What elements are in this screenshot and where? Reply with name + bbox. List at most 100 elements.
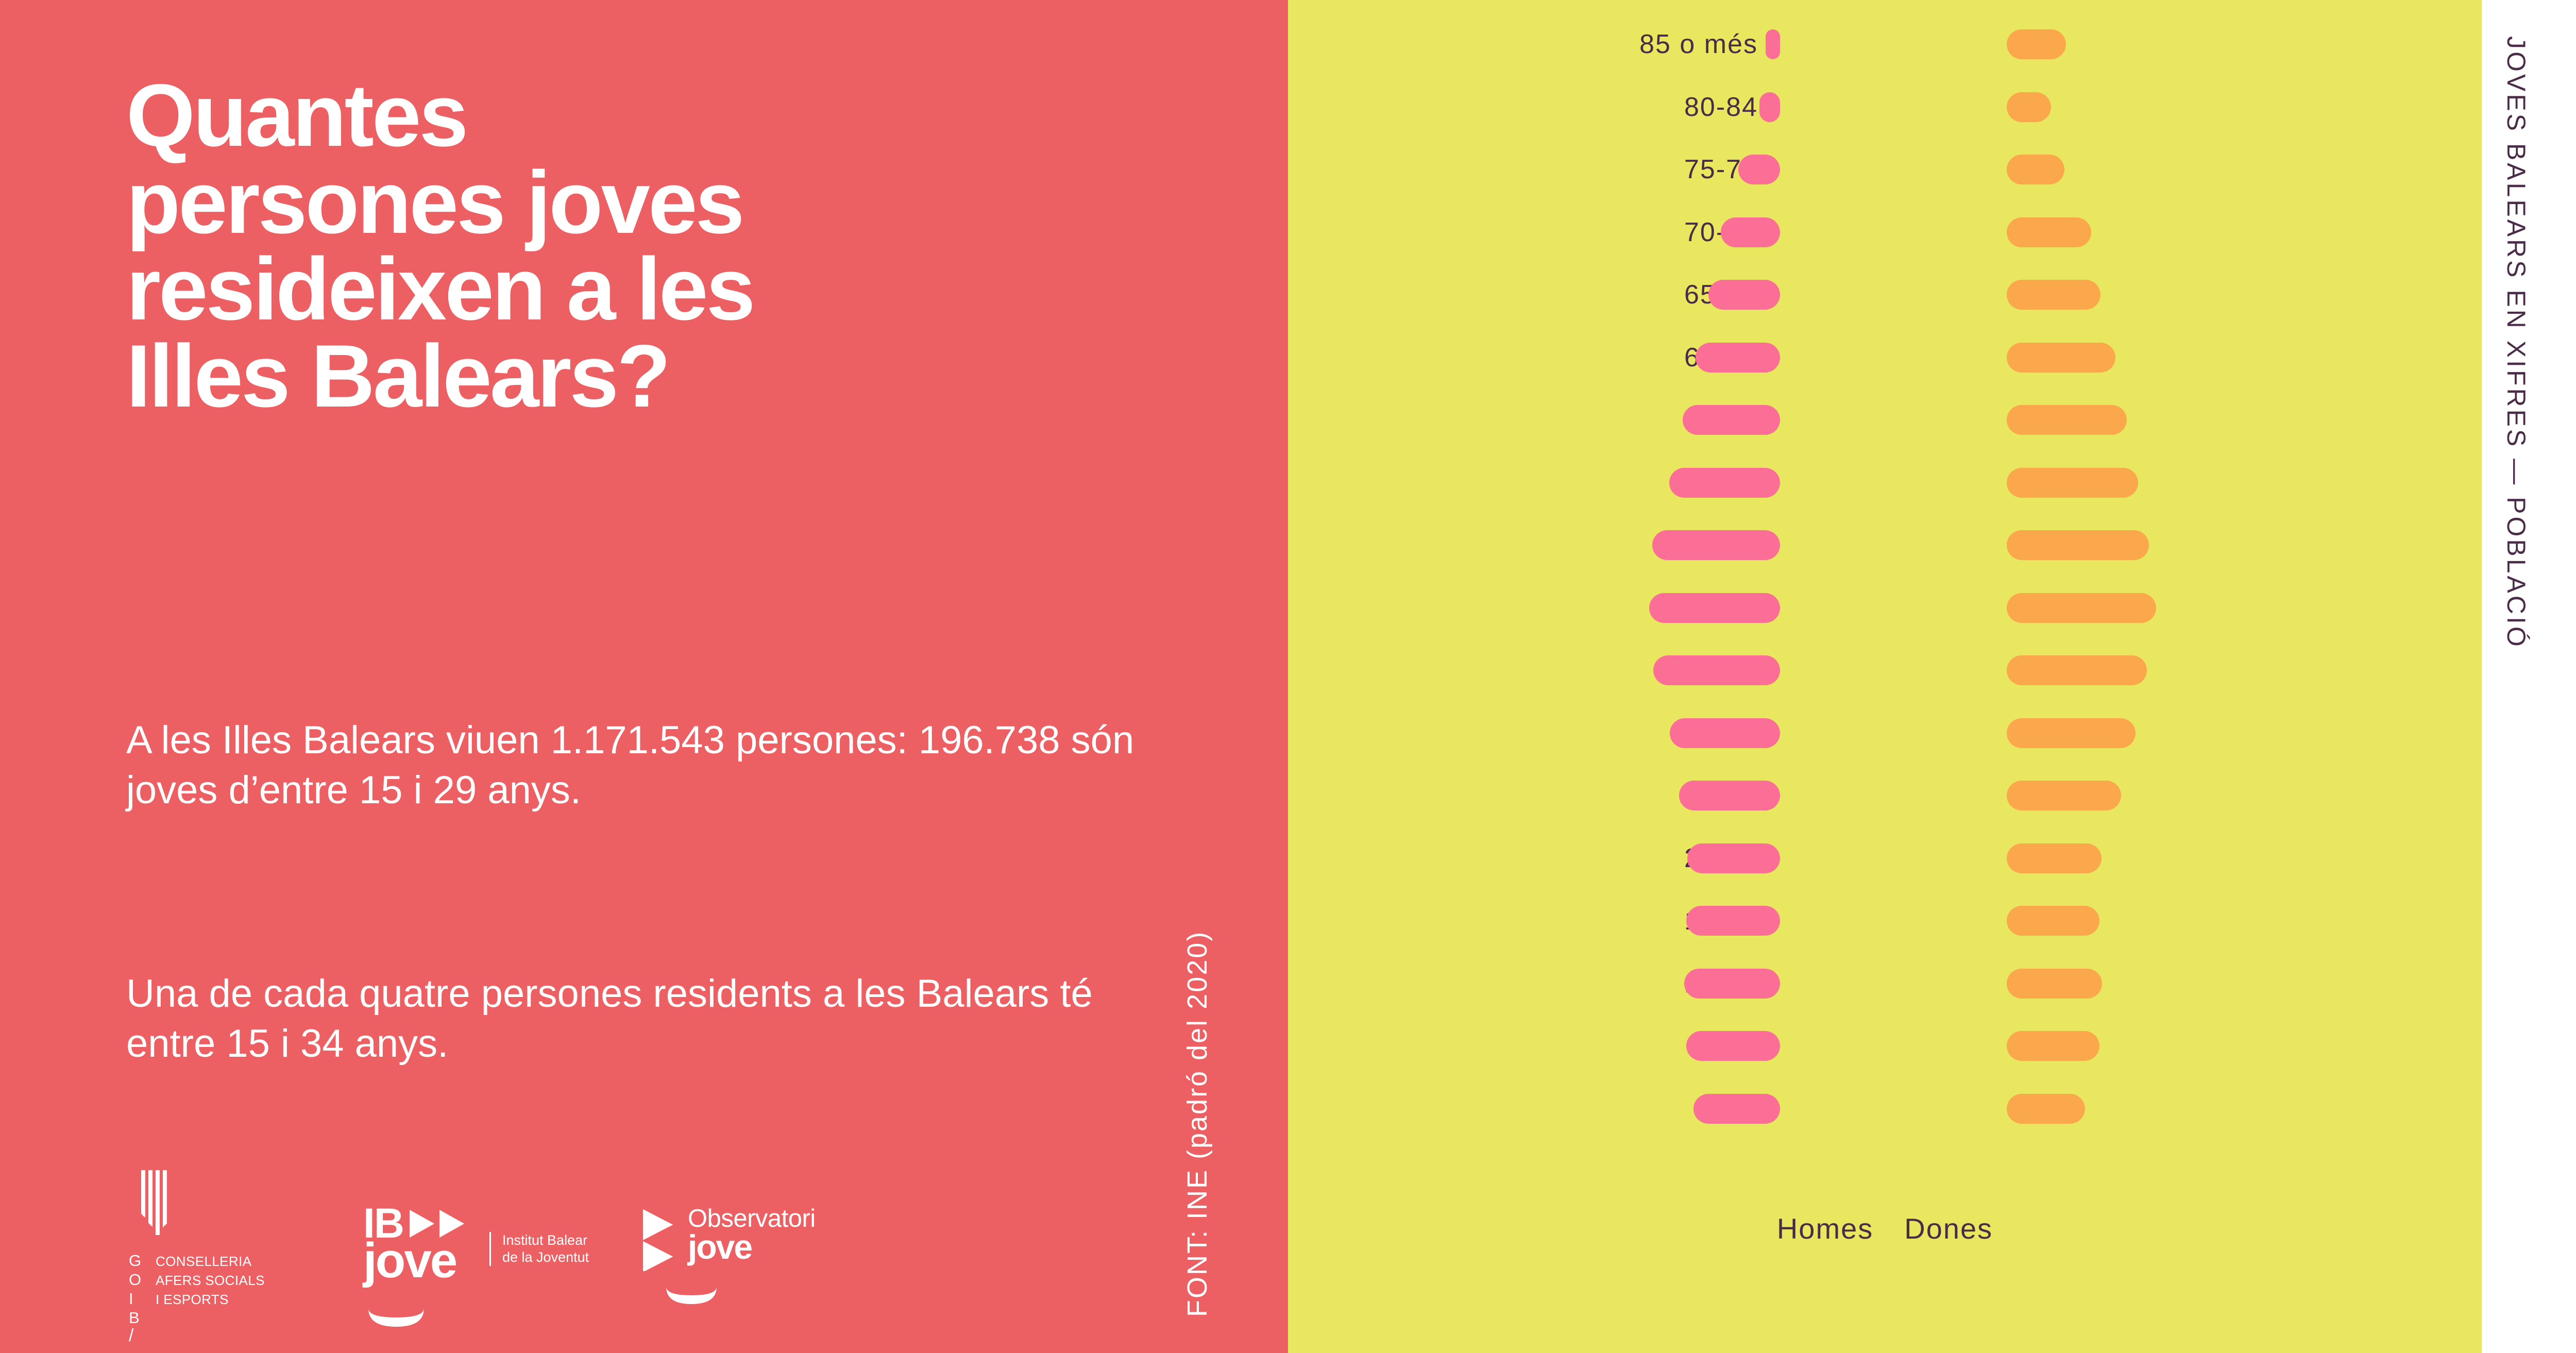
bar-dones	[2007, 655, 2147, 685]
smile-mark-icon	[666, 1287, 717, 1304]
goib-row: O AFERS SOCIALS	[129, 1271, 265, 1290]
bar-homes	[1679, 781, 1780, 810]
bar-homes	[1652, 530, 1780, 560]
goib-letter-i: I	[129, 1290, 134, 1308]
bar-homes	[1693, 1093, 1780, 1124]
bar-dones	[2007, 1031, 2099, 1061]
pyramid-row: 35-39	[1288, 655, 2482, 685]
ibjove-tagline-line-1: Institut Balear	[502, 1232, 588, 1248]
pyramid-row: 60-64	[1288, 342, 2482, 373]
bar-dones	[2007, 405, 2127, 435]
pyramid-row: 55-59	[1288, 405, 2482, 435]
bar-dones	[2007, 968, 2102, 999]
goib-line-esports: I ESPORTS	[156, 1292, 229, 1307]
bar-homes	[1766, 29, 1780, 59]
pyramid-row: 70-74	[1288, 217, 2482, 247]
goib-slash-mark: /	[129, 1326, 134, 1345]
ibjove-tagline-line-2: de la Joventut	[502, 1249, 589, 1265]
legend-item-homes: Homes	[1776, 1212, 1874, 1245]
goib-line-conselleria: CONSELLERIA	[156, 1254, 252, 1269]
bar-dones	[2007, 217, 2091, 247]
double-chevron-right-icon	[410, 1209, 464, 1238]
double-triangle-right-icon	[643, 1209, 673, 1271]
logo-ib-jove: IB jove Institut Balear de la Joventut	[363, 1200, 589, 1327]
headline-line-3: resideixen a les	[126, 240, 755, 339]
pyramid-row: 5-9	[1288, 1031, 2482, 1061]
population-pyramid-chart: 85 o més 80-84 75-79 70-74 65-69 60-64 55-59 50…	[1288, 0, 2482, 1353]
ibjove-wordmark: IB jove	[363, 1200, 580, 1289]
body-paragraph-2: Una de cada quatre persones residents a …	[126, 972, 1093, 1066]
age-group-label: 85 o més	[1639, 29, 1758, 59]
ibjove-text-jove: jove	[363, 1233, 457, 1289]
ibjove-text-ib: IB	[363, 1200, 404, 1247]
pyramid-row: 15-19	[1288, 906, 2482, 936]
goib-letter-o: O	[129, 1271, 142, 1289]
pyramid-row: 85 o més	[1288, 29, 2482, 59]
body-paragraph-2-wrap: Una de cada quatre persones residents a …	[126, 969, 1136, 1069]
bar-homes	[1687, 843, 1780, 873]
side-rail: JOVES BALEARS EN XIFRES — POBLACIÓ	[2482, 0, 2576, 1353]
bar-dones	[2007, 530, 2149, 560]
pyramid-row: 80-84	[1288, 92, 2482, 122]
bar-homes	[1686, 1031, 1780, 1061]
population-pyramid-panel: 85 o més 80-84 75-79 70-74 65-69 60-64 55-59 50…	[1288, 0, 2482, 1353]
bar-homes	[1686, 906, 1780, 936]
bar-homes	[1684, 968, 1780, 999]
body-paragraph-1-wrap: A les Illes Balears viuen 1.171.543 pers…	[126, 715, 1136, 816]
bar-dones	[2007, 467, 2138, 498]
goib-row: /	[129, 1326, 265, 1347]
rail-series-label: JOVES BALEARS EN XIFRES — POBLACIÓ	[2502, 36, 2531, 649]
bar-homes	[1670, 718, 1780, 748]
bar-dones	[2007, 1093, 2085, 1124]
goib-row: B	[129, 1309, 265, 1328]
goib-wordmark: G CONSELLERIA O AFERS SOCIALS I I ESPORT…	[129, 1251, 265, 1347]
obsjove-text-block: Observatori jove	[688, 1206, 816, 1271]
pyramid-row: 50-54	[1288, 467, 2482, 498]
logo-observatori-jove: Observatori jove	[641, 1206, 827, 1325]
bar-homes	[1669, 467, 1780, 498]
source-note: FONT: INE (padró del 2020)	[1182, 930, 1213, 1317]
bar-dones	[2007, 718, 2136, 748]
goib-row: G CONSELLERIA	[129, 1251, 265, 1271]
obsjove-text-jove: jove	[688, 1228, 753, 1266]
bar-homes	[1721, 217, 1780, 247]
bar-dones	[2007, 155, 2064, 184]
bar-dones	[2007, 29, 2066, 59]
bar-homes	[1683, 405, 1780, 435]
goib-line-afers-socials: AFERS SOCIALS	[156, 1273, 265, 1288]
age-group-label: 80-84	[1684, 92, 1758, 122]
bar-dones	[2007, 906, 2099, 936]
obsjove-text-observatori: Observatori	[688, 1205, 816, 1232]
pyramid-row: 25-29	[1288, 781, 2482, 810]
bar-dones	[2007, 843, 2102, 873]
bar-dones	[2007, 92, 2051, 122]
bar-homes	[1649, 593, 1780, 623]
bar-dones	[2007, 593, 2156, 623]
chart-legend: Homes Dones	[1288, 1212, 2482, 1245]
bar-homes	[1738, 155, 1780, 184]
bar-homes	[1653, 655, 1780, 685]
pyramid-row: 10-14	[1288, 968, 2482, 999]
body-paragraph-1: A les Illes Balears viuen 1.171.543 pers…	[126, 718, 1134, 813]
bar-dones	[2007, 280, 2100, 310]
balearic-shield-icon	[140, 1170, 172, 1236]
goib-row: I I ESPORTS	[129, 1290, 265, 1309]
pyramid-row: 75-79	[1288, 155, 2482, 184]
ibjove-tagline: Institut Balear de la Joventut	[489, 1232, 589, 1266]
logo-lockup: G CONSELLERIA O AFERS SOCIALS I I ESPORT…	[129, 1170, 827, 1344]
bar-dones	[2007, 781, 2121, 810]
headline-line-4: Illes Balears?	[126, 326, 671, 426]
bar-dones	[2007, 342, 2115, 373]
obsjove-wordmark: Observatori jove	[641, 1206, 827, 1271]
intro-panel: Quantes persones joves resideixen a les …	[0, 0, 1288, 1353]
logo-govern-illes-balears: G CONSELLERIA O AFERS SOCIALS I I ESPORT…	[129, 1170, 314, 1344]
pyramid-row: 65-69	[1288, 280, 2482, 310]
pyramid-row: 40-44	[1288, 593, 2482, 623]
headline-line-1: Quantes	[126, 66, 468, 165]
bar-homes	[1759, 92, 1780, 122]
goib-letter-b: B	[129, 1309, 140, 1327]
headline-line-2: persones joves	[126, 153, 744, 252]
ibjove-row-ib: IB	[363, 1200, 580, 1247]
pyramid-row: 20-24	[1288, 843, 2482, 873]
